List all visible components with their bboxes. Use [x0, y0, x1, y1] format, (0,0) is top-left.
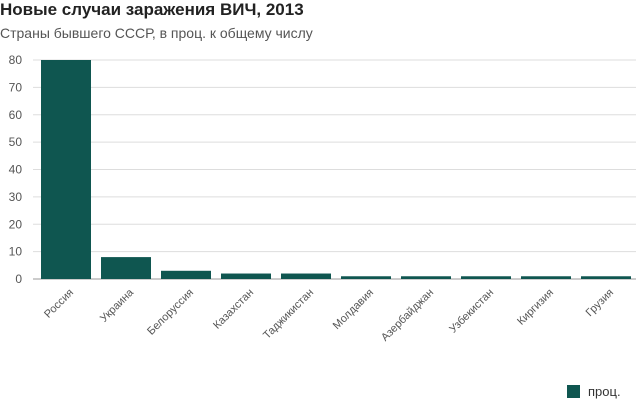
y-tick-label: 70: [9, 80, 23, 94]
y-tick-label: 80: [9, 53, 23, 67]
x-tick-label: Казахстан: [211, 287, 256, 332]
x-tick-label: Россия: [42, 287, 76, 321]
x-tick-label: Молдавия: [331, 287, 376, 332]
x-tick-label: Узбекистан: [447, 287, 496, 336]
legend: проц.: [567, 384, 621, 399]
x-tick-label: Украина: [98, 286, 137, 325]
chart-subtitle: Страны бывшего СССР, в проц. к общему чи…: [0, 25, 313, 41]
y-tick-label: 0: [15, 272, 22, 286]
bar: [341, 276, 391, 279]
y-tick-label: 10: [9, 245, 23, 259]
y-tick-label: 20: [9, 217, 23, 231]
bar: [41, 60, 91, 279]
x-tick-label: Грузия: [584, 287, 617, 320]
bar: [221, 273, 271, 279]
legend-swatch: [567, 385, 580, 398]
x-tick-label: Киргизия: [515, 287, 556, 328]
y-tick-label: 40: [9, 163, 23, 177]
x-tick-label: Белоруссия: [145, 287, 196, 338]
bar: [461, 276, 511, 279]
y-tick-label: 50: [9, 135, 23, 149]
x-tick-label: Азербайджан: [379, 287, 436, 344]
y-tick-label: 60: [9, 108, 23, 122]
bar: [101, 257, 151, 279]
bar: [521, 276, 571, 279]
chart-title: Новые случаи заражения ВИЧ, 2013: [0, 0, 304, 19]
legend-label: проц.: [588, 384, 621, 399]
bar: [281, 273, 331, 279]
bar: [581, 276, 631, 279]
x-tick-label: Таджикистан: [261, 287, 316, 342]
y-tick-label: 30: [9, 190, 23, 204]
bar: [401, 276, 451, 279]
bar: [161, 270, 211, 279]
